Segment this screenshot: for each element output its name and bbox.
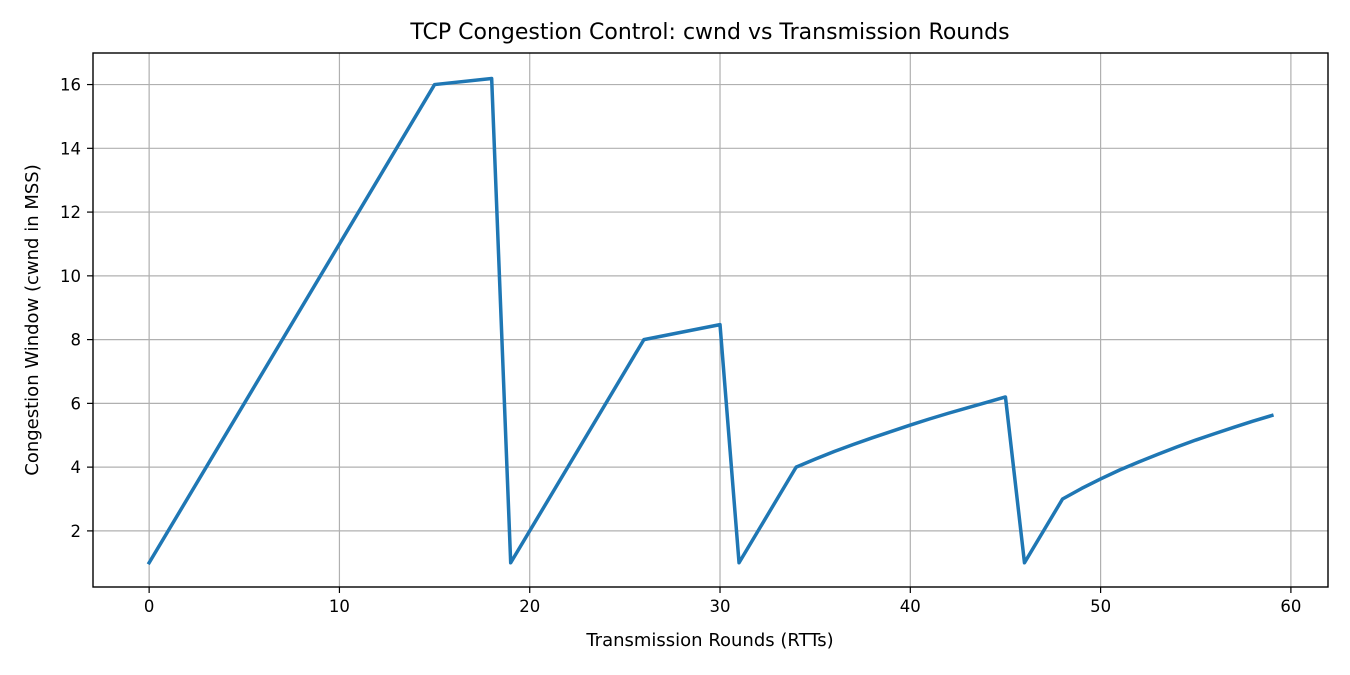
y-tick-label: 4 <box>71 458 82 477</box>
grid <box>93 53 1328 587</box>
x-axis: 0 10 20 30 40 50 60 <box>144 587 1301 616</box>
x-tick-label: 40 <box>900 597 921 616</box>
x-tick-label: 10 <box>329 597 350 616</box>
y-tick-label: 2 <box>71 522 82 541</box>
x-axis-label: Transmission Rounds (RTTs) <box>585 630 833 651</box>
cwnd-series-line <box>146 76 1275 566</box>
chart-title: TCP Congestion Control: cwnd vs Transmis… <box>409 20 1009 45</box>
series-group <box>146 76 1275 566</box>
y-tick-label: 10 <box>60 267 81 286</box>
y-tick-label: 8 <box>71 331 82 350</box>
x-tick-label: 50 <box>1090 597 1111 616</box>
y-tick-label: 16 <box>60 76 81 95</box>
x-tick-label: 0 <box>144 597 155 616</box>
y-tick-label: 6 <box>71 394 82 413</box>
y-axis-label: Congestion Window (cwnd in MSS) <box>22 164 43 476</box>
x-tick-label: 30 <box>710 597 731 616</box>
x-tick-label: 60 <box>1280 597 1301 616</box>
plot-frame <box>92 52 1329 588</box>
y-tick-label: 14 <box>60 139 81 158</box>
x-tick-label: 20 <box>519 597 540 616</box>
y-axis: 2 4 6 8 10 12 14 16 <box>60 76 93 541</box>
y-tick-label: 12 <box>60 203 81 222</box>
